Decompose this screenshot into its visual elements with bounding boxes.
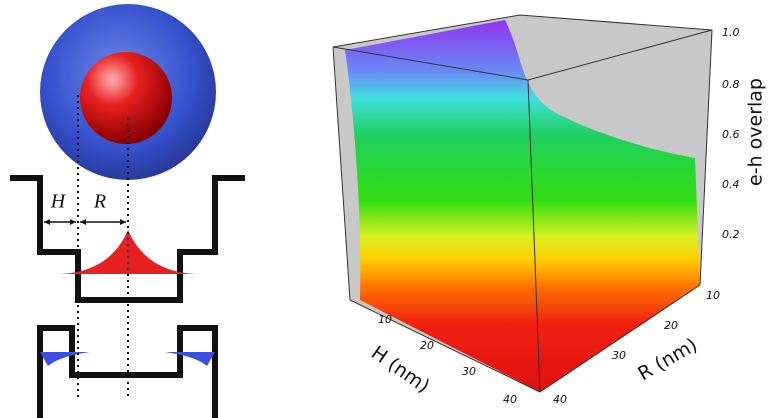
r-tick-label: 20 bbox=[664, 319, 678, 332]
hole-right bbox=[165, 352, 215, 366]
r-axis-label: R (nm) bbox=[634, 334, 701, 385]
surface bbox=[345, 20, 700, 392]
z-tick-label: 1.0 bbox=[722, 26, 740, 39]
h-tick-label: 30 bbox=[462, 365, 476, 378]
z-tick-label: 0.8 bbox=[722, 78, 740, 91]
r-tick-label: 10 bbox=[706, 289, 720, 302]
z-tick-label: 0.2 bbox=[722, 228, 740, 241]
z-axis-label: e-h overlap bbox=[745, 78, 767, 186]
valence-well bbox=[37, 325, 218, 418]
hole-left bbox=[40, 352, 90, 366]
z-tick-label: 0.4 bbox=[722, 178, 740, 191]
z-axis: 0.2 0.4 0.6 0.8 1.0 e-h overlap bbox=[722, 26, 767, 241]
h-tick-label: 40 bbox=[503, 393, 517, 406]
r-tick-label: 30 bbox=[612, 349, 626, 362]
surface-plot: 0.2 0.4 0.6 0.8 1.0 e-h overlap 10 20 30… bbox=[332, 14, 767, 406]
r-tick-label: 40 bbox=[553, 393, 567, 406]
z-tick-label: 0.6 bbox=[722, 128, 740, 141]
h-tick-label: 10 bbox=[378, 313, 392, 326]
h-label: H bbox=[50, 191, 67, 213]
electron-wavefunction bbox=[60, 230, 196, 274]
h-tick-label: 20 bbox=[420, 339, 434, 352]
core bbox=[80, 52, 172, 144]
schematic: H R bbox=[10, 4, 245, 418]
r-label: R bbox=[93, 191, 106, 213]
